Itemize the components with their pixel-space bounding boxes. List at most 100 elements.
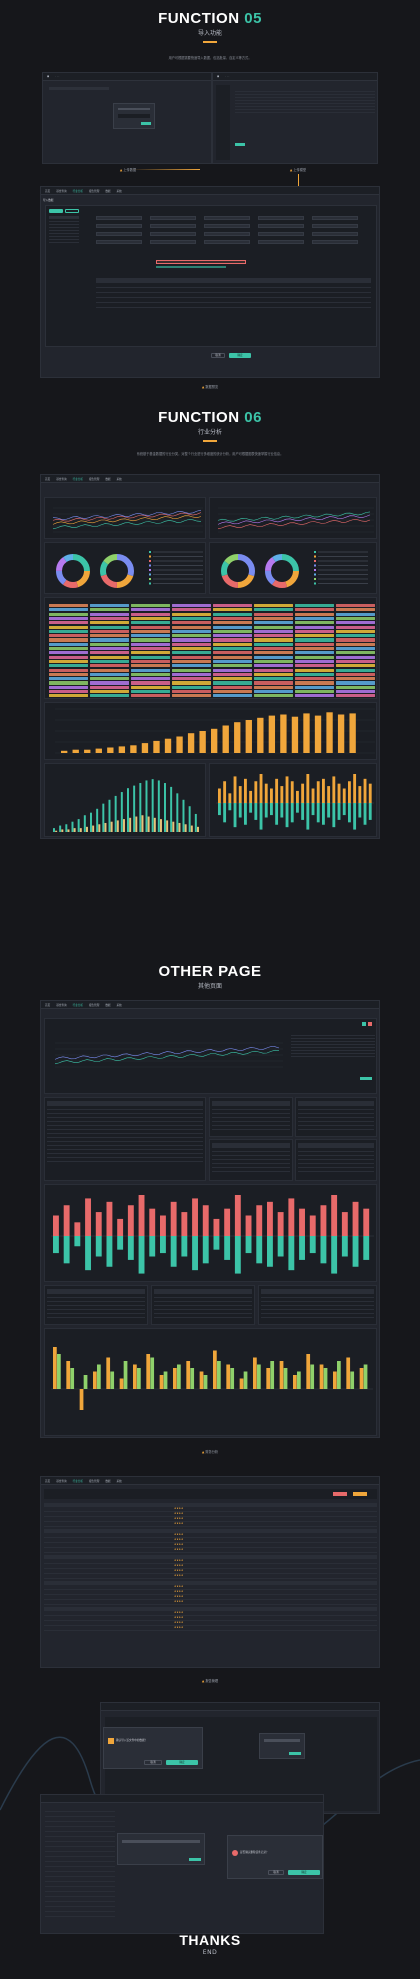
rating-stars-icon: ★★★★ bbox=[174, 1626, 184, 1629]
industry-cell bbox=[49, 655, 88, 659]
bar bbox=[368, 783, 372, 803]
nav-item[interactable]: 基金查询 bbox=[56, 1003, 67, 1007]
industry-cell bbox=[172, 672, 211, 676]
industry-cell bbox=[172, 677, 211, 681]
industry-cell bbox=[49, 681, 88, 685]
nav-item[interactable]: 行业分析 bbox=[72, 477, 83, 481]
industry-cell bbox=[295, 629, 334, 633]
nav-item[interactable]: 报告管理 bbox=[88, 189, 100, 193]
nav-item[interactable]: 行业分析 bbox=[72, 1003, 83, 1007]
industry-cell bbox=[90, 604, 129, 608]
industry-cell bbox=[49, 668, 88, 672]
bar bbox=[83, 1375, 88, 1389]
nav-item[interactable]: 报告管理 bbox=[88, 1479, 100, 1483]
industry-cell bbox=[295, 634, 334, 638]
table-card-3 bbox=[295, 1097, 377, 1137]
dialog-cancel[interactable]: 取消 bbox=[144, 1760, 162, 1765]
industry-cell bbox=[336, 690, 375, 694]
industry-cell bbox=[295, 647, 334, 651]
industry-cell bbox=[295, 685, 334, 689]
bar bbox=[253, 1357, 257, 1389]
bar bbox=[275, 778, 279, 803]
nav-item[interactable]: 基金查询 bbox=[56, 189, 67, 193]
bar bbox=[79, 828, 82, 832]
rating-stars-icon: ★★★★ bbox=[174, 1543, 184, 1546]
bar bbox=[70, 1368, 75, 1389]
title-word: FUNCTION bbox=[158, 10, 240, 27]
industry-cell bbox=[254, 616, 293, 621]
industry-cell bbox=[90, 685, 129, 689]
bar bbox=[224, 1236, 231, 1260]
industry-cell bbox=[131, 659, 170, 664]
bar bbox=[363, 1364, 368, 1389]
nav-item[interactable]: 数据 bbox=[105, 1003, 111, 1007]
bar bbox=[67, 829, 70, 832]
bar bbox=[61, 750, 68, 753]
nav-item[interactable]: 数据 bbox=[105, 477, 111, 481]
nav-item[interactable]: 基金查询 bbox=[56, 1479, 67, 1483]
industry-cell bbox=[295, 612, 334, 616]
bar bbox=[256, 1236, 263, 1264]
bar bbox=[226, 1364, 231, 1389]
caption-upload-model: ▲ 上传模型 bbox=[289, 168, 307, 172]
rating-stars-icon: ★★★★ bbox=[174, 1616, 184, 1619]
bar bbox=[203, 1375, 208, 1389]
industry-cell bbox=[131, 690, 170, 694]
series-line bbox=[217, 519, 371, 530]
bar-chart-2 bbox=[53, 779, 199, 832]
industry-cell bbox=[90, 677, 129, 681]
bar bbox=[84, 749, 91, 753]
donut-slice bbox=[100, 554, 134, 588]
nav-item[interactable]: 报告管理 bbox=[88, 477, 100, 481]
cancel-button[interactable]: 取消 bbox=[211, 353, 225, 358]
bar bbox=[79, 1389, 84, 1410]
overview-card bbox=[44, 1018, 377, 1094]
bar bbox=[280, 786, 284, 803]
industry-cell bbox=[213, 629, 252, 633]
industry-cell bbox=[90, 642, 129, 646]
industry-cell bbox=[90, 612, 129, 616]
industry-cell bbox=[336, 634, 375, 638]
bar bbox=[264, 803, 268, 818]
bar bbox=[352, 1236, 359, 1267]
dialog2-ok[interactable]: 确定 bbox=[288, 1870, 320, 1875]
donut-slice bbox=[265, 554, 299, 588]
bar bbox=[337, 803, 341, 820]
nav-item[interactable]: 系统 bbox=[116, 1479, 122, 1483]
nav-item[interactable]: 基金查询 bbox=[56, 477, 67, 481]
industry-cell bbox=[172, 638, 211, 642]
bar bbox=[234, 722, 241, 753]
industry-cell bbox=[49, 616, 88, 621]
bar bbox=[270, 1361, 275, 1389]
industry-cell bbox=[213, 647, 252, 651]
confirm-button[interactable]: 确定 bbox=[229, 353, 251, 358]
nav-item[interactable]: 首页 bbox=[45, 477, 51, 481]
nav-item[interactable]: 系统 bbox=[116, 477, 122, 481]
nav-item[interactable]: 首页 bbox=[45, 1479, 51, 1483]
bar bbox=[327, 786, 331, 803]
nav-item[interactable]: 首页 bbox=[45, 1003, 51, 1007]
nav-item[interactable]: 行业分析 bbox=[72, 1479, 83, 1483]
bar bbox=[257, 717, 264, 753]
bar bbox=[65, 824, 68, 832]
bar bbox=[173, 1368, 177, 1389]
bar bbox=[314, 715, 322, 753]
nav-item[interactable]: 系统 bbox=[116, 189, 122, 193]
industry-cell bbox=[49, 647, 88, 651]
bar bbox=[129, 817, 132, 832]
industry-cell bbox=[336, 629, 375, 633]
nav-item[interactable]: 系统 bbox=[116, 1003, 122, 1007]
bar bbox=[348, 803, 351, 823]
bar bbox=[224, 1208, 231, 1236]
bar bbox=[238, 803, 242, 818]
nav-item[interactable]: 报告管理 bbox=[88, 1003, 100, 1007]
nav-item[interactable]: 数据 bbox=[105, 1479, 111, 1483]
nav-item[interactable]: 行业分析 bbox=[72, 189, 83, 193]
bar bbox=[102, 803, 105, 832]
function05-desc: 用户可根据需要快速导入数据，包括批量、自定义等方式。 bbox=[168, 56, 252, 60]
nav-item[interactable]: 首页 bbox=[45, 189, 51, 193]
bar bbox=[164, 738, 172, 753]
nav-item[interactable]: 数据 bbox=[105, 189, 111, 193]
dialog2-cancel[interactable]: 取消 bbox=[268, 1870, 284, 1875]
dialog-ok[interactable]: 确定 bbox=[166, 1760, 198, 1765]
